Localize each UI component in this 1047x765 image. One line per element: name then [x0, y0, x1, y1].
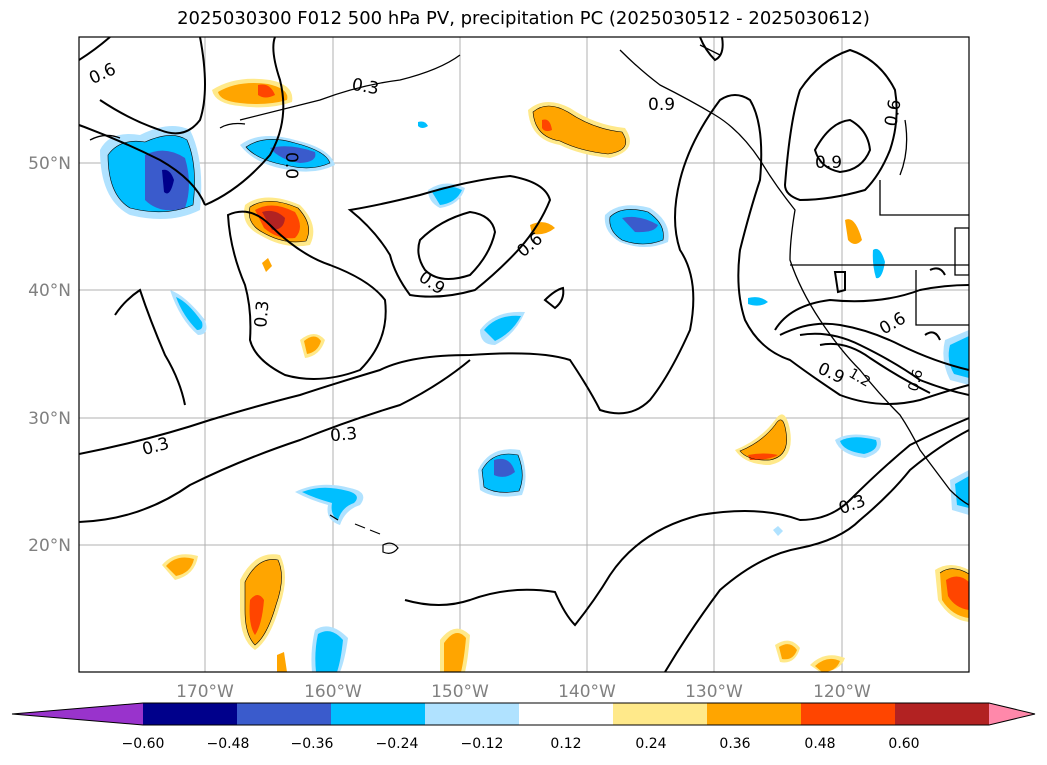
colorbar-segment — [519, 703, 614, 725]
contour-label: 0.3 — [329, 424, 358, 446]
coastlines — [89, 44, 969, 506]
colorbar-tick: 0.12 — [550, 736, 581, 752]
contour-label: 0.3 — [251, 300, 273, 329]
lon-labels: 170°W 160°W 150°W 140°W 130°W 120°W — [176, 682, 871, 702]
colorbar-extend-right — [989, 703, 1035, 725]
lat-label: 20°N — [28, 536, 71, 556]
colorbar-segment — [801, 703, 896, 725]
contour-label: 0.6 — [881, 98, 905, 128]
lon-label: 120°W — [813, 682, 871, 702]
contour-label: 0.0 — [281, 152, 301, 179]
colorbar-tick: 0.36 — [719, 736, 750, 752]
lon-label: 130°W — [685, 682, 743, 702]
colorbar-tick: −0.60 — [122, 736, 165, 752]
contour-label: 0.9 — [815, 153, 842, 173]
map-title: 2025030300 F012 500 hPa PV, precipitatio… — [177, 8, 870, 29]
colorbar-tick: 0.24 — [635, 736, 666, 752]
colorbar-tick: −0.36 — [291, 736, 334, 752]
negative-precip-areas — [100, 121, 969, 672]
lon-label: 150°W — [431, 682, 489, 702]
colorbar-segment — [707, 703, 802, 725]
lat-labels: 50°N 40°N 30°N 20°N — [28, 154, 71, 556]
pv-contours — [79, 37, 969, 672]
colorbar-tick: 0.48 — [804, 736, 835, 752]
colorbar: −0.60 −0.48 −0.36 −0.24 −0.12 0.12 0.24 … — [11, 702, 1036, 752]
colorbar-segment — [237, 703, 332, 725]
lat-label: 50°N — [28, 154, 71, 174]
hawaii-islands — [329, 514, 399, 554]
lat-label: 30°N — [28, 409, 71, 429]
colorbar-segment — [331, 703, 426, 725]
contour-label: 0.6 — [905, 368, 926, 394]
colorbar-tick: −0.24 — [376, 736, 419, 752]
lon-label: 160°W — [304, 682, 362, 702]
colorbar-tick: −0.12 — [461, 736, 504, 752]
contour-label: 0.3 — [350, 75, 380, 99]
colorbar-segment — [143, 703, 238, 725]
lat-label: 40°N — [28, 281, 71, 301]
colorbar-tick: 0.60 — [888, 736, 919, 752]
colorbar-segment — [425, 703, 520, 725]
colorbar-extend-left — [12, 703, 143, 725]
blob-outlines — [107, 105, 969, 646]
map-frame — [78, 36, 970, 673]
positive-precip-areas — [162, 78, 969, 672]
colorbar-segment — [613, 703, 708, 725]
lon-label: 140°W — [558, 682, 616, 702]
contour-label: 0.9 — [648, 95, 675, 115]
lon-label: 170°W — [176, 682, 234, 702]
colorbar-segment — [895, 703, 990, 725]
colorbar-tick: −0.48 — [207, 736, 250, 752]
